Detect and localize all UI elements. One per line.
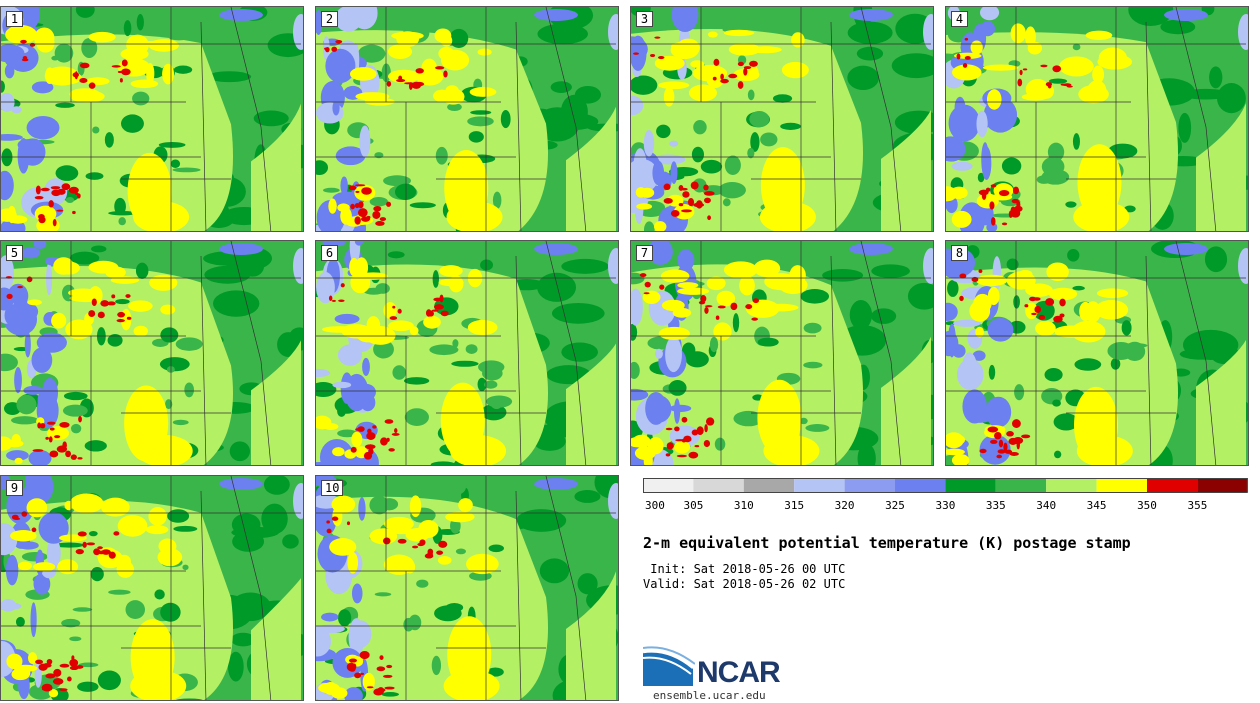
theta-e-map (316, 241, 618, 465)
colorbar-swatch (1197, 478, 1248, 492)
theta-e-map (946, 241, 1248, 465)
colorbar-swatch (945, 478, 996, 492)
colorbar-swatch (693, 478, 744, 492)
init-time: Init: Sat 2018-05-26 00 UTC (643, 562, 846, 576)
ncar-logo-text: NCAR (697, 656, 781, 689)
theta-e-map (631, 241, 933, 465)
member-panel-5: 5 (0, 240, 304, 466)
theta-e-map (1, 476, 303, 700)
member-number: 7 (636, 245, 653, 261)
colorbar-tick-label: 350 (1137, 499, 1157, 512)
member-panel-9: 9 (0, 475, 304, 701)
colorbar-tick-label: 305 (683, 499, 703, 512)
colorbar-swatch (794, 478, 845, 492)
colorbar-swatch (995, 478, 1047, 492)
member-panel-3: 3 (630, 6, 934, 232)
colorbar-tick-label: 320 (835, 499, 855, 512)
member-panel-10: 10 (315, 475, 619, 701)
ncar-logo-icon (643, 646, 695, 686)
colorbar-tick-label: 330 (935, 499, 955, 512)
member-number: 6 (321, 245, 338, 261)
member-number: 10 (321, 480, 344, 496)
colorbar-swatch (1096, 478, 1147, 492)
colorbar-tick-label: 335 (986, 499, 1006, 512)
member-number: 8 (951, 245, 968, 261)
colorbar-swatch (643, 478, 694, 492)
plot-title: 2-m equivalent potential temperature (K)… (643, 534, 1131, 552)
member-number: 3 (636, 11, 653, 27)
colorbar-tick-label: 340 (1036, 499, 1056, 512)
theta-e-map (946, 7, 1248, 231)
member-number: 5 (6, 245, 23, 261)
colorbar-swatch (844, 478, 895, 492)
theta-e-map (631, 7, 933, 231)
member-number: 2 (321, 11, 338, 27)
colorbar-tick-label: 325 (885, 499, 905, 512)
colorbar-tick-label: 355 (1187, 499, 1207, 512)
valid-time: Valid: Sat 2018-05-26 02 UTC (643, 577, 846, 591)
member-panel-6: 6 (315, 240, 619, 466)
member-number: 4 (951, 11, 968, 27)
theta-e-map (1, 241, 303, 465)
colorbar: 300 305 310 315 320 325 330 335 340 345 350 355 (643, 478, 1248, 512)
colorbar-swatch (1147, 478, 1198, 492)
member-panel-2: 2 (315, 6, 619, 232)
theta-e-map (316, 7, 618, 231)
theta-e-map (316, 476, 618, 700)
colorbar-tick-label: 315 (784, 499, 804, 512)
colorbar-tick-label: 300 (645, 499, 665, 512)
colorbar-swatch (895, 478, 946, 492)
member-panel-4: 4 (945, 6, 1249, 232)
colorbar-tick-label: 345 (1087, 499, 1107, 512)
theta-e-map (1, 7, 303, 231)
colorbar-swatch (1046, 478, 1097, 492)
colorbar-border (643, 478, 1248, 493)
site-url: ensemble.ucar.edu (653, 689, 766, 702)
colorbar-swatch (743, 478, 795, 492)
member-panel-1: 1 (0, 6, 304, 232)
member-panel-8: 8 (945, 240, 1249, 466)
member-number: 1 (6, 11, 23, 27)
colorbar-tick-label: 310 (734, 499, 754, 512)
member-panel-7: 7 (630, 240, 934, 466)
member-number: 9 (6, 480, 23, 496)
